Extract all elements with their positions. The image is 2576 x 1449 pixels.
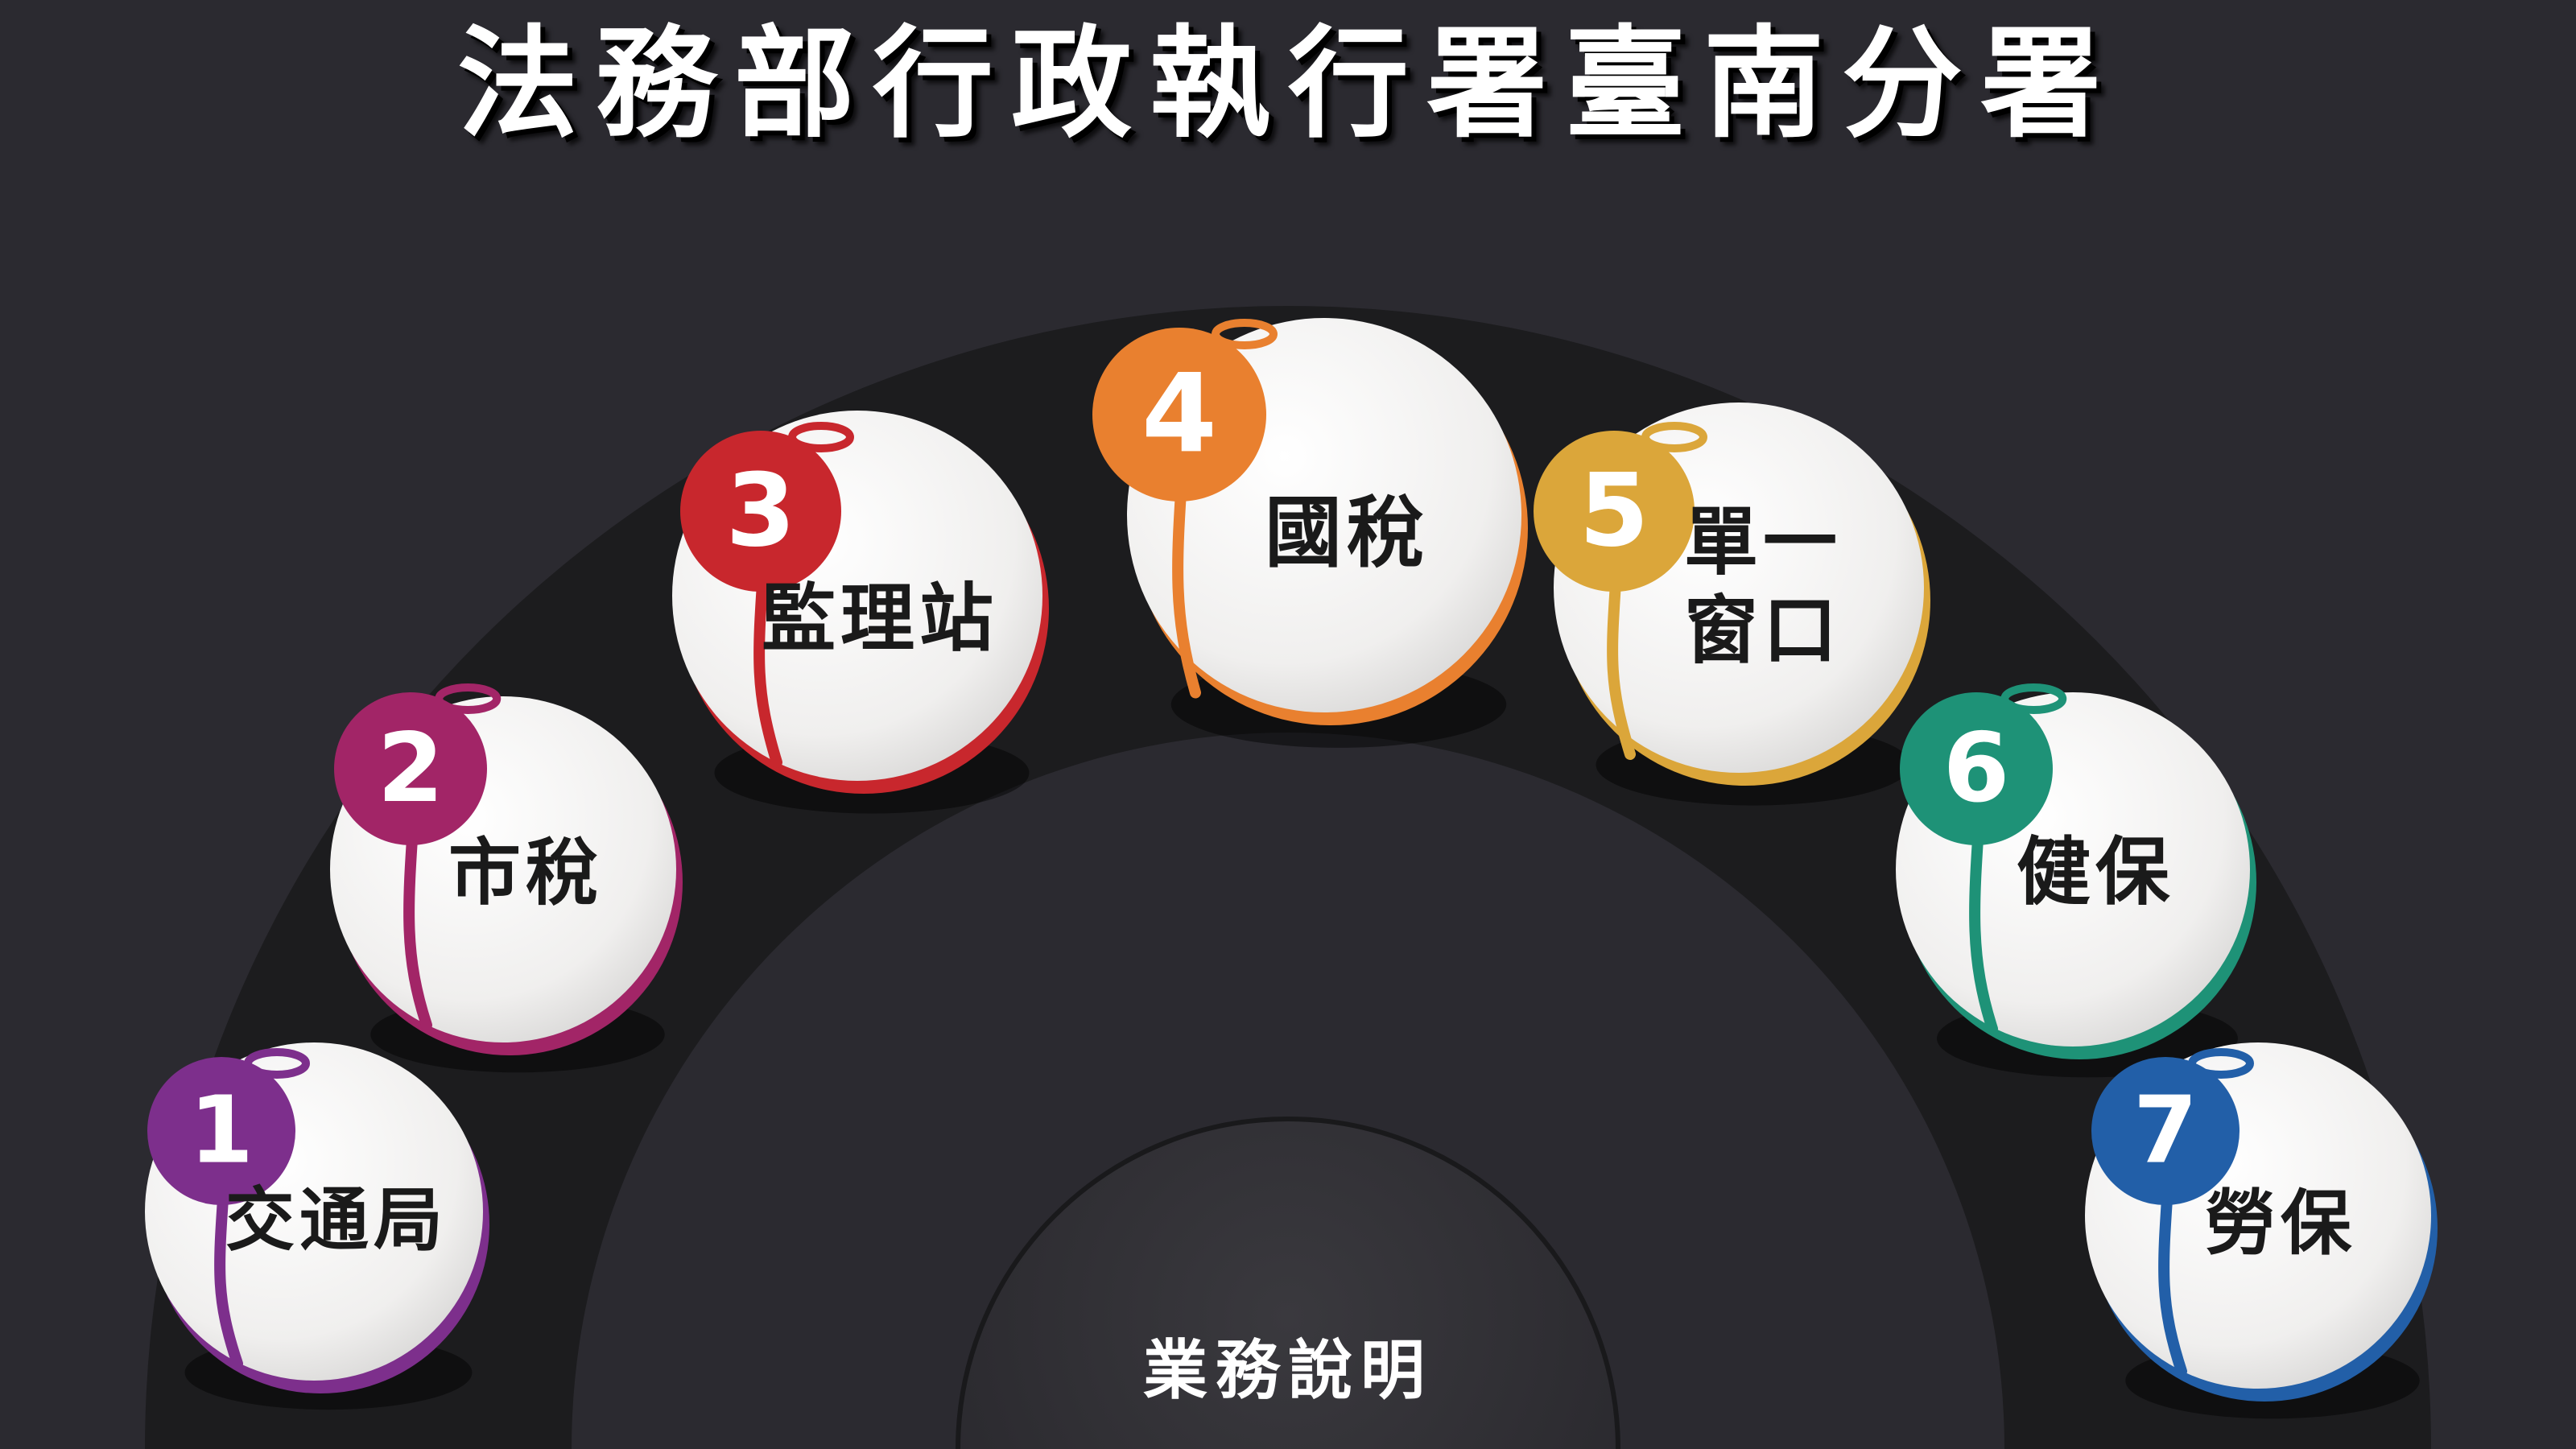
item-label: 監理站 xyxy=(762,575,998,662)
tag-ribbon xyxy=(1969,809,1998,1034)
center-hub xyxy=(956,1117,1620,1449)
tag-ribbon xyxy=(753,554,782,768)
arc-inner-area xyxy=(572,733,2004,1449)
item-number: 2 xyxy=(378,713,444,824)
item-number: 1 xyxy=(189,1077,254,1185)
service-item-2: 2市稅 xyxy=(330,683,683,1073)
item-label: 勞保 xyxy=(2205,1181,2356,1265)
tag-ribbon xyxy=(214,1170,243,1369)
number-badge xyxy=(2091,1057,2240,1205)
service-item-7: 7勞保 xyxy=(2085,1042,2438,1419)
number-badge xyxy=(1092,328,1266,502)
item-label: 健保 xyxy=(2017,828,2174,915)
page-title: 法務部行政執行署臺南分署 xyxy=(456,13,2119,155)
item-label: 窗口 xyxy=(1684,587,1842,674)
item-number: 3 xyxy=(726,452,796,569)
item-number: 6 xyxy=(1943,713,2010,824)
item-label: 單一 xyxy=(1684,498,1842,585)
tag-ribbon xyxy=(1172,460,1201,699)
number-badge xyxy=(334,692,487,845)
number-badge xyxy=(680,431,841,592)
item-number: 4 xyxy=(1141,350,1217,477)
service-item-4: 4 國稅 xyxy=(1092,318,1528,748)
center-label: 業務說明 xyxy=(1143,1332,1433,1408)
tag-ribbon xyxy=(1607,554,1636,760)
item-label: 交通局 xyxy=(225,1179,448,1261)
item-number: 5 xyxy=(1579,452,1649,569)
tag-ribbon xyxy=(403,809,432,1031)
tag-loop xyxy=(1212,319,1278,349)
item-label: 國稅 xyxy=(1265,487,1429,578)
service-item-6: 6健保 xyxy=(1896,683,2256,1078)
number-badge xyxy=(147,1057,295,1205)
number-badge xyxy=(1900,692,2053,845)
item-number: 7 xyxy=(2133,1077,2198,1185)
tag-ribbon xyxy=(2158,1170,2187,1377)
item-label: 市稅 xyxy=(448,830,603,915)
number-badge xyxy=(1534,431,1695,592)
